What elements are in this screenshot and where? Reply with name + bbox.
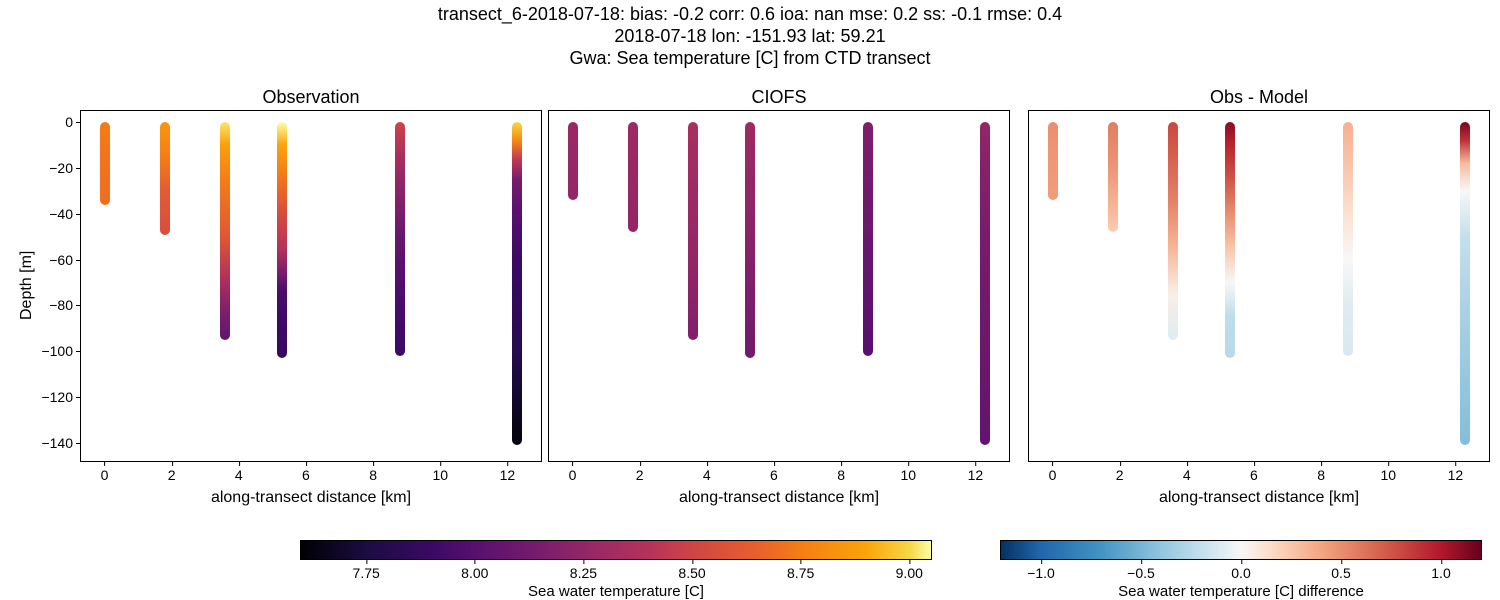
x-tick: 12 [968, 461, 984, 483]
panel-ciofs: CIOFS024681012along-transect distance [k… [548, 110, 1010, 462]
panel-title: Obs - Model [1029, 87, 1489, 108]
profile-bar [512, 122, 522, 445]
y-tick: 0 [65, 114, 81, 130]
x-tick: 4 [1183, 461, 1191, 483]
profile-bar [1168, 122, 1178, 339]
suptitle-line2: 2018-07-18 lon: -151.93 lat: 59.21 [0, 26, 1500, 47]
x-tick: 2 [1116, 461, 1124, 483]
y-tick: −60 [49, 252, 81, 268]
profile-bar [160, 122, 170, 234]
x-tick: 0 [101, 461, 109, 483]
profile-bar [688, 122, 698, 339]
panel-title: CIOFS [549, 87, 1009, 108]
y-tick: −40 [49, 206, 81, 222]
profile-bar [1108, 122, 1118, 232]
profile-bar [863, 122, 873, 355]
profile-bar [1343, 122, 1353, 355]
y-tick: −80 [49, 297, 81, 313]
x-tick: 10 [1380, 461, 1396, 483]
x-tick: 2 [636, 461, 644, 483]
x-axis-label: along-transect distance [km] [81, 489, 541, 507]
x-tick: 2 [168, 461, 176, 483]
colorbar-temperature: 7.758.008.258.508.759.00Sea water temper… [300, 540, 932, 560]
profile-bar [568, 122, 578, 200]
panel-observation: Observation0−20−40−60−80−100−120−1400246… [80, 110, 542, 462]
x-tick: 0 [1049, 461, 1057, 483]
figure: transect_6-2018-07-18: bias: -0.2 corr: … [0, 0, 1500, 600]
x-tick: 8 [837, 461, 845, 483]
colorbar-difference: −1.0−0.50.00.51.0Sea water temperature [… [1000, 540, 1482, 560]
y-tick: −20 [49, 160, 81, 176]
profile-bar [220, 122, 230, 339]
x-tick: 4 [235, 461, 243, 483]
colorbar-label: Sea water temperature [C] [301, 559, 931, 600]
y-axis-label: Depth [m] [18, 251, 36, 320]
x-tick: 6 [770, 461, 778, 483]
profile-bar [980, 122, 990, 445]
x-tick: 4 [703, 461, 711, 483]
suptitle-line1: transect_6-2018-07-18: bias: -0.2 corr: … [0, 4, 1500, 25]
panel-obs-model: Obs - Model024681012along-transect dista… [1028, 110, 1490, 462]
x-tick: 6 [1250, 461, 1258, 483]
colorbar-label: Sea water temperature [C] difference [1001, 559, 1481, 600]
profile-bar [628, 122, 638, 232]
x-tick: 8 [1317, 461, 1325, 483]
x-axis-label: along-transect distance [km] [1029, 489, 1489, 507]
profile-bar [745, 122, 755, 358]
y-tick: −100 [41, 343, 81, 359]
x-tick: 0 [569, 461, 577, 483]
profile-bar [395, 122, 405, 355]
profile-bar [100, 122, 110, 204]
x-tick: 10 [900, 461, 916, 483]
x-tick: 12 [1448, 461, 1464, 483]
profile-bar [1048, 122, 1058, 200]
y-tick: −120 [41, 389, 81, 405]
suptitle-line3: Gwa: Sea temperature [C] from CTD transe… [0, 48, 1500, 69]
x-tick: 12 [500, 461, 516, 483]
x-axis-label: along-transect distance [km] [549, 489, 1009, 507]
x-tick: 10 [432, 461, 448, 483]
x-tick: 6 [302, 461, 310, 483]
y-tick: −140 [41, 435, 81, 451]
panel-title: Observation [81, 87, 541, 108]
x-tick: 8 [369, 461, 377, 483]
profile-bar [1225, 122, 1235, 358]
profile-bar [277, 122, 287, 358]
profile-bar [1460, 122, 1470, 445]
